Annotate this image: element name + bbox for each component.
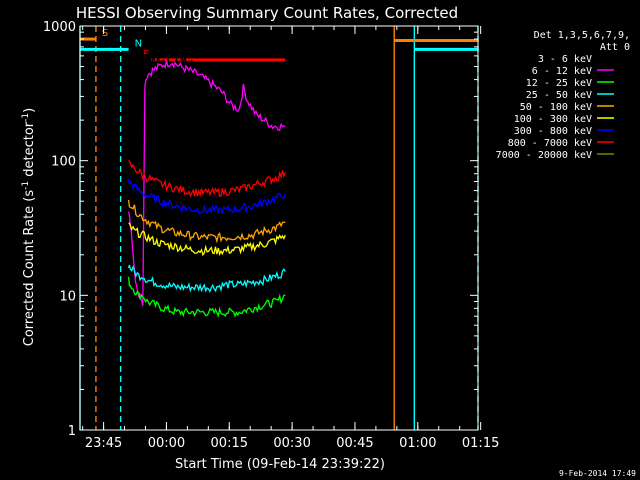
legend-label-2: 12 - 25 keV	[526, 78, 592, 89]
series-line-6	[127, 178, 286, 215]
legend-label-8: 7000 - 20000 keV	[496, 150, 592, 161]
series-line-1	[127, 60, 286, 306]
series-lines	[127, 54, 286, 340]
legend-label-3: 25 - 50 keV	[526, 90, 592, 101]
legend-label-7: 800 - 7000 keV	[508, 138, 592, 149]
series-line-2	[127, 276, 286, 318]
y-axis-label-sup2: -1	[21, 113, 31, 122]
state-flag-label: S	[102, 28, 108, 39]
series-line-5	[128, 222, 286, 257]
series-line-3	[127, 264, 286, 293]
legend-label-6: 300 - 800 keV	[514, 126, 592, 137]
series-line-4	[127, 199, 286, 244]
series-line-0	[127, 54, 286, 340]
y-axis-label-main: Corrected Count Rate (s	[22, 190, 37, 347]
x-tick-label: 00:45	[336, 436, 373, 451]
legend-label-4: 50 - 100 keV	[520, 102, 592, 113]
legend-title-line-2: Att 0	[600, 42, 630, 53]
y-tick-label: 1	[68, 424, 76, 439]
x-tick-label: 23:45	[85, 436, 122, 451]
y-tick-label: 1000	[43, 20, 76, 35]
y-tick-label: 100	[51, 155, 76, 170]
chart-title: HESSI Observing Summary Count Rates, Cor…	[76, 4, 458, 22]
plot-frame	[79, 25, 479, 431]
y-axis-label: Corrected Count Rate (s-1 detector-1)	[21, 108, 37, 346]
x-tick-label: 00:00	[148, 436, 185, 451]
legend-label-5: 100 - 300 keV	[514, 114, 592, 125]
state-flag-label: N	[135, 38, 142, 49]
x-tick-label: 01:00	[399, 436, 436, 451]
y-axis-label-mid: detector	[22, 121, 37, 181]
legend-title-line-1: Det 1,3,5,6,7,9,	[534, 30, 630, 41]
y-axis-label-sup1: -1	[21, 181, 31, 190]
legend-label-0: 3 - 6 keV	[538, 54, 592, 65]
axes: 1 10 100 1000 23:45 00:00 00:15 00:30 00:45 01:00…	[43, 20, 499, 451]
x-tick-label: 01:15	[462, 436, 499, 451]
y-axis-label-end: )	[22, 108, 37, 113]
x-tick-label: 00:15	[211, 436, 248, 451]
x-axis-label: Start Time (09-Feb-14 23:39:22)	[175, 457, 385, 472]
state-flag-label: F	[143, 49, 149, 60]
attenuator-flags: S NF	[79, 26, 479, 430]
date-stamp: 9-Feb-2014 17:49	[559, 469, 636, 478]
x-tick-label: 00:30	[273, 436, 310, 451]
legend-label-1: 6 - 12 keV	[532, 66, 592, 77]
y-tick-label: 10	[59, 289, 76, 304]
series-line-7	[128, 159, 286, 198]
